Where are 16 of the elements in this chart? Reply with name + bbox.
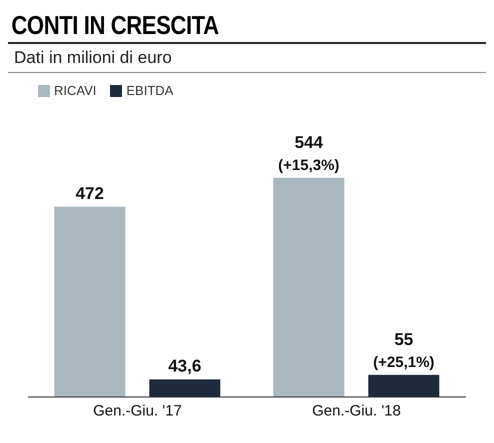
bar xyxy=(273,178,344,397)
legend-label: EBITDA xyxy=(125,83,174,98)
data-label: 472 xyxy=(76,184,104,203)
data-label: 43,6 xyxy=(168,356,202,376)
bar xyxy=(54,206,126,397)
chart-subtitle: Dati in milioni di euro xyxy=(8,42,486,73)
bar xyxy=(149,379,220,397)
text: (+15,3%) xyxy=(278,156,340,174)
data-label: 55 xyxy=(394,330,414,349)
annotation: (+25,1%) xyxy=(373,354,434,371)
data-label: 544 xyxy=(294,132,324,152)
legend-label: RICAVI xyxy=(53,83,96,98)
x-tick-label: Gen.-Giu. '18 xyxy=(312,402,401,420)
bar xyxy=(368,374,440,397)
chart-title: CONTI IN CRESCITA xyxy=(10,9,220,42)
x-tick-label: Gen.-Giu. '17 xyxy=(93,402,182,420)
